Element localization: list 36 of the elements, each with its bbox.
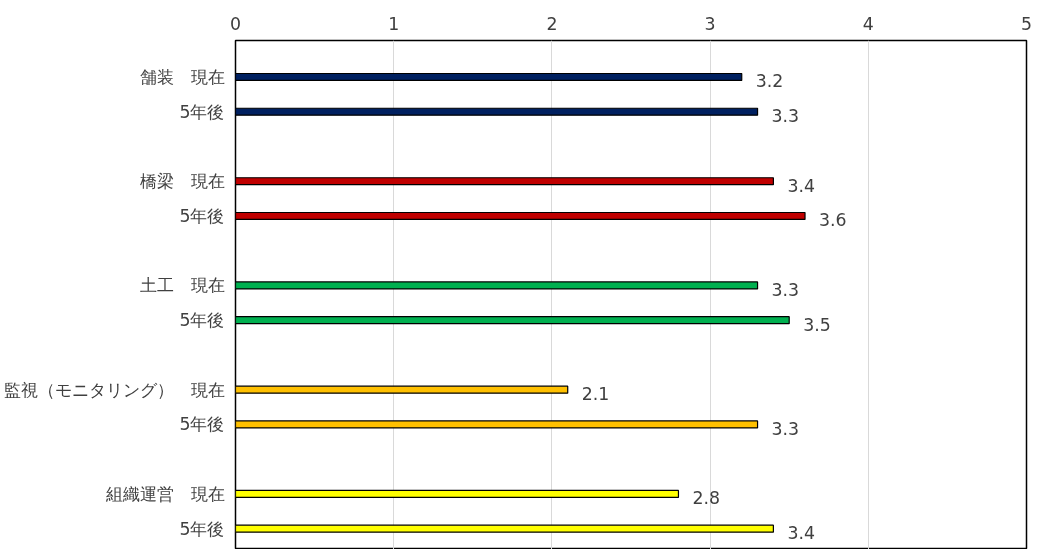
- x-tick-label: 1: [388, 13, 400, 34]
- y-tick-label: 5年後: [179, 205, 225, 226]
- data-label: 2.1: [581, 384, 610, 405]
- y-tick-label: 5年後: [179, 101, 225, 122]
- data-label: 3.2: [755, 71, 784, 92]
- data-label: 3.5: [803, 314, 831, 335]
- data-label: 2.8: [692, 488, 721, 509]
- y-tick-label: 橋梁 現在: [139, 171, 225, 192]
- bar: [235, 72, 743, 82]
- y-tick-label: 5年後: [179, 414, 225, 435]
- bar: [235, 316, 790, 325]
- x-tick-label: 0: [229, 13, 242, 34]
- bar: [235, 281, 759, 290]
- y-tick-label: 5年後: [179, 310, 225, 331]
- bar: [235, 489, 680, 498]
- y-tick-label: 組織運営 現在: [104, 483, 225, 504]
- bar: [235, 420, 759, 429]
- bar: [235, 524, 774, 533]
- y-tick-label: 舗装 現在: [139, 66, 225, 87]
- bar: [235, 211, 806, 221]
- data-label: 3.3: [771, 418, 800, 439]
- y-tick-label: 監視（モニタリング） 現在: [3, 379, 225, 400]
- x-tick-label: 4: [862, 13, 874, 34]
- bar: [235, 107, 759, 116]
- x-tick-label: 5: [1020, 13, 1033, 34]
- data-label: 3.4: [787, 175, 815, 196]
- bar: [235, 177, 774, 186]
- data-label: 3.3: [771, 279, 800, 300]
- bar: [235, 385, 569, 394]
- data-label: 3.4: [787, 523, 815, 544]
- data-label: 3.6: [819, 210, 847, 231]
- x-tick-label: 2: [546, 13, 558, 34]
- data-label: 3.3: [771, 106, 800, 127]
- y-tick-label: 5年後: [179, 518, 225, 539]
- x-tick-label: 3: [704, 13, 716, 34]
- y-tick-label: 土工 現在: [139, 275, 225, 296]
